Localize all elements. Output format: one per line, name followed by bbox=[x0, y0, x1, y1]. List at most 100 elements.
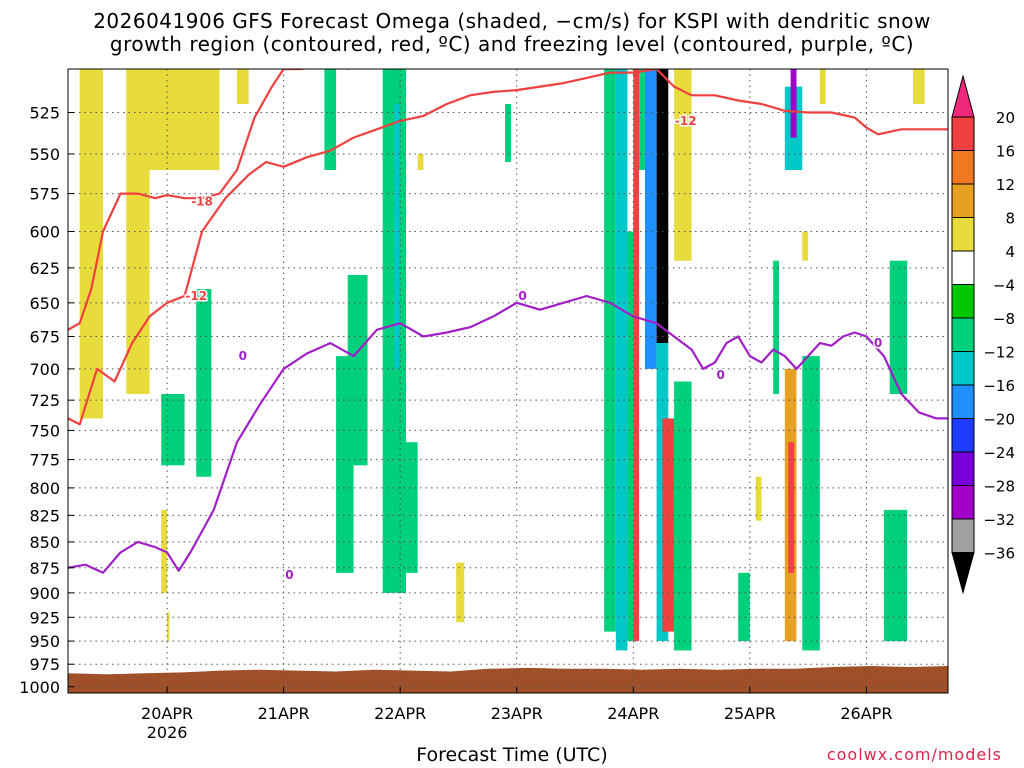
x-tick-label: 25APR bbox=[724, 704, 776, 723]
y-tick-label: 650 bbox=[29, 294, 60, 313]
omega-region bbox=[137, 69, 220, 171]
omega-region bbox=[644, 69, 657, 369]
chart-title-line-1: 2026041906 GFS Forecast Omega (shaded, −… bbox=[93, 9, 931, 33]
y-tick-label: 725 bbox=[29, 391, 60, 410]
omega-region bbox=[394, 103, 401, 369]
y-tick-label: 675 bbox=[29, 327, 60, 346]
y-tick-label: 825 bbox=[29, 506, 60, 525]
colorbar-tick-label: 4 bbox=[1005, 243, 1015, 261]
colorbar-swatch bbox=[951, 74, 975, 118]
colorbar-tick-label: 12 bbox=[996, 176, 1015, 194]
x-tick-label: 21APR bbox=[258, 704, 310, 723]
colorbar-swatch bbox=[951, 518, 975, 553]
contour-label: 0 bbox=[285, 568, 293, 582]
colorbar-swatch bbox=[951, 284, 975, 319]
contours: 0 0 0 0 0 -12 -12 -18 bbox=[68, 69, 948, 583]
omega-region bbox=[633, 69, 640, 642]
y-tick-label: 875 bbox=[29, 559, 60, 578]
colorbar-tick-label: −32 bbox=[983, 511, 1015, 529]
colorbar-tick-label: 8 bbox=[1005, 210, 1015, 228]
colorbar-tick-label: −20 bbox=[983, 411, 1015, 429]
contour-label: 0 bbox=[518, 289, 526, 303]
omega-region bbox=[324, 69, 337, 171]
colorbar-tick-label: −16 bbox=[983, 377, 1015, 395]
contour-label: -18 bbox=[191, 194, 213, 208]
colorbar-swatch bbox=[951, 384, 975, 419]
contour-line bbox=[68, 294, 948, 574]
omega-region bbox=[417, 153, 424, 171]
y-tick-label: 575 bbox=[29, 185, 60, 204]
omega-region bbox=[627, 231, 634, 642]
omega-region bbox=[604, 69, 616, 632]
colorbar-swatch bbox=[951, 250, 975, 285]
colorbar-swatch bbox=[951, 217, 975, 252]
omega-region bbox=[674, 69, 692, 261]
omega-region bbox=[406, 442, 418, 573]
omega-region bbox=[347, 274, 368, 466]
y-tick-label: 800 bbox=[29, 479, 60, 498]
chart-title-line-2: growth region (contoured, red, ºC) and f… bbox=[109, 32, 915, 56]
colorbar-swatch bbox=[951, 183, 975, 218]
colorbar-tick-label: −8 bbox=[993, 310, 1015, 328]
x-axis: 20APR 21APR 22APR 23APR 24APR 25APR 26APR 2026 bbox=[141, 687, 892, 742]
omega-region bbox=[883, 509, 908, 642]
omega-region bbox=[662, 418, 675, 632]
omega-region bbox=[237, 69, 249, 104]
colorbar-swatch bbox=[951, 485, 975, 520]
omega-region bbox=[639, 69, 645, 171]
colorbar-tick-label: −28 bbox=[983, 478, 1015, 496]
contour-line bbox=[68, 69, 948, 426]
y-tick-label: 900 bbox=[29, 584, 60, 603]
y-axis: 525 550 575 600 625 650 675 700 725 750 775 800 825 8… bbox=[19, 103, 74, 697]
colorbar-swatch bbox=[951, 116, 975, 151]
colorbar: 20 16 12 8 4 −4 −8 −12 −16 −20 −24 −28 −32 −36 bbox=[951, 74, 1015, 595]
colorbar-swatch bbox=[951, 451, 975, 486]
x-tick-label: 24APR bbox=[607, 704, 659, 723]
omega-region bbox=[788, 442, 795, 573]
colorbar-swatch bbox=[951, 317, 975, 352]
omega-region bbox=[79, 69, 103, 419]
omega-region bbox=[790, 69, 797, 138]
omega-region bbox=[819, 69, 826, 104]
y-tick-label: 925 bbox=[29, 608, 60, 627]
contour-label: -12 bbox=[185, 289, 207, 303]
y-tick-label: 550 bbox=[29, 145, 60, 164]
omega-region bbox=[889, 260, 908, 394]
omega-region bbox=[773, 260, 779, 394]
x-tick-label: 26APR bbox=[840, 704, 892, 723]
x-tick-label: 22APR bbox=[374, 704, 426, 723]
ground-surface bbox=[68, 666, 948, 693]
omega-region bbox=[161, 393, 185, 466]
grid bbox=[68, 69, 948, 693]
omega-region bbox=[913, 69, 925, 104]
omega-region bbox=[755, 476, 762, 521]
y-tick-label: 975 bbox=[29, 655, 60, 674]
y-tick-label: 850 bbox=[29, 533, 60, 552]
colorbar-tick-label: 16 bbox=[996, 143, 1015, 161]
y-tick-label: 950 bbox=[29, 632, 60, 651]
contour-line bbox=[68, 69, 350, 331]
y-tick-label: 600 bbox=[29, 222, 60, 241]
omega-region bbox=[674, 381, 692, 651]
y-tick-label: 750 bbox=[29, 421, 60, 440]
omega-region bbox=[505, 103, 511, 163]
colorbar-tick-label: 20 bbox=[996, 109, 1015, 127]
omega-region bbox=[802, 231, 809, 261]
y-tick-label: 1000 bbox=[19, 678, 60, 697]
x-tick-label: 23APR bbox=[491, 704, 543, 723]
omega-region bbox=[738, 572, 750, 642]
x-tick-label: 20APR bbox=[141, 704, 193, 723]
omega-region bbox=[196, 289, 212, 477]
colorbar-swatch bbox=[951, 418, 975, 453]
colorbar-tick-label: −24 bbox=[983, 444, 1015, 462]
contour-label: 0 bbox=[717, 368, 725, 382]
y-tick-label: 625 bbox=[29, 259, 60, 278]
plot-frame bbox=[67, 68, 949, 694]
colorbar-swatch bbox=[951, 552, 975, 595]
y-tick-label: 525 bbox=[29, 103, 60, 122]
contour-label: 0 bbox=[874, 336, 882, 350]
credit-link[interactable]: coolwx.com/models bbox=[826, 745, 1002, 764]
omega-region bbox=[456, 562, 465, 623]
y-tick-label: 775 bbox=[29, 451, 60, 470]
